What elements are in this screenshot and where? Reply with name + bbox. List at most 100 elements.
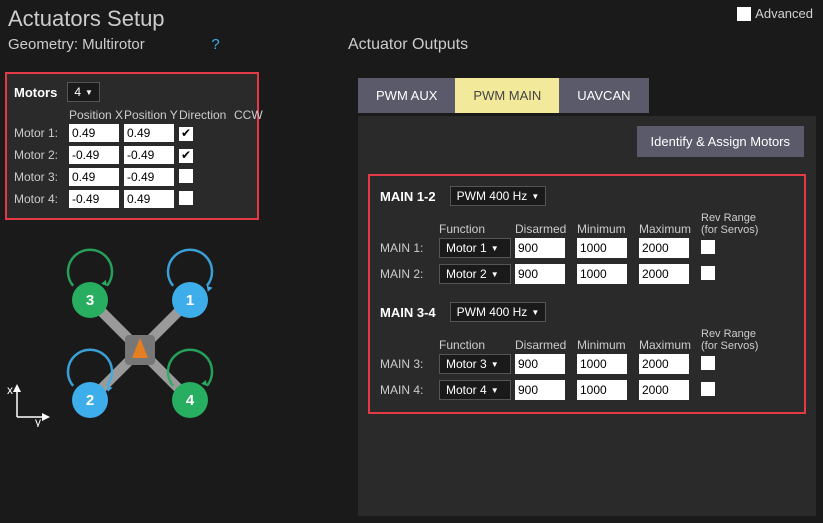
motor-row: Motor 3: <box>14 168 249 186</box>
motor-pos-x-input[interactable] <box>69 168 119 186</box>
advanced-checkbox[interactable] <box>737 7 751 21</box>
motor-ccw-checkbox[interactable] <box>179 149 193 163</box>
motor-pos-x-input[interactable] <box>69 146 119 164</box>
tab-uavcan[interactable]: UAVCAN <box>559 78 648 113</box>
motor-count-dropdown[interactable]: 4 ▼ <box>67 82 100 102</box>
rev-range-checkbox[interactable] <box>701 382 715 396</box>
function-value: Motor 1 <box>446 241 487 255</box>
col-function: Function <box>439 338 511 352</box>
pwm-rate-value: PWM 400 Hz <box>457 189 528 203</box>
output-row: MAIN 2: Motor 2 ▼ <box>380 264 796 284</box>
outputs-panel: Identify & Assign Motors MAIN 1-2 PWM 400… <box>358 116 816 516</box>
motor-label: Motor 4: <box>14 192 69 206</box>
col-direction: Direction <box>179 108 234 122</box>
motor-label: Motor 1: <box>14 126 69 140</box>
maximum-input[interactable] <box>639 354 689 374</box>
chevron-down-icon: ▼ <box>491 386 499 395</box>
chevron-down-icon: ▼ <box>491 270 499 279</box>
output-tabs: PWM AUXPWM MAINUAVCAN <box>358 78 649 113</box>
output-row: MAIN 1: Motor 1 ▼ <box>380 238 796 258</box>
motors-title: Motors <box>14 85 57 100</box>
output-row: MAIN 3: Motor 3▼ <box>380 354 796 374</box>
motor-pos-y-input[interactable] <box>124 146 174 164</box>
col-rev-range: Rev Range (for Servos) <box>701 328 771 352</box>
maximum-input[interactable] <box>639 264 689 284</box>
motor-row: Motor 4: <box>14 190 249 208</box>
motor-pos-x-input[interactable] <box>69 124 119 142</box>
col-ccw: CCW <box>234 108 264 122</box>
col-position-y: Position Y <box>124 108 179 122</box>
col-rev-range: Rev Range (for Servos) <box>701 212 771 236</box>
motor-label: Motor 3: <box>14 170 69 184</box>
group-title: MAIN 1-2 <box>380 189 436 204</box>
output-label: MAIN 4: <box>380 383 435 397</box>
minimum-input[interactable] <box>577 264 627 284</box>
disarmed-input[interactable] <box>515 238 565 258</box>
page-title: Actuators Setup <box>0 0 823 36</box>
tab-pwm-aux[interactable]: PWM AUX <box>358 78 455 113</box>
pwm-rate-dropdown[interactable]: PWM 400 Hz▼ <box>450 186 547 206</box>
col-maximum: Maximum <box>639 222 697 236</box>
maximum-input[interactable] <box>639 238 689 258</box>
col-maximum: Maximum <box>639 338 697 352</box>
rev-range-checkbox[interactable] <box>701 240 715 254</box>
col-disarmed: Disarmed <box>515 222 573 236</box>
svg-text:2: 2 <box>86 392 94 409</box>
svg-text:y: y <box>35 415 41 427</box>
col-function: Function <box>439 222 511 236</box>
minimum-input[interactable] <box>577 380 627 400</box>
col-position-x: Position X <box>69 108 124 122</box>
chevron-down-icon: ▼ <box>491 360 499 369</box>
col-minimum: Minimum <box>577 338 635 352</box>
pwm-rate-dropdown[interactable]: PWM 400 Hz▼ <box>450 302 547 322</box>
motor-diagram: 1234 x y <box>5 240 255 430</box>
chevron-down-icon: ▼ <box>85 88 93 97</box>
help-icon[interactable]: ? <box>211 36 219 53</box>
rev-range-checkbox[interactable] <box>701 266 715 280</box>
motor-pos-y-input[interactable] <box>124 124 174 142</box>
motor-ccw-checkbox[interactable] <box>179 169 193 183</box>
motor-count-value: 4 <box>74 85 81 99</box>
minimum-input[interactable] <box>577 238 627 258</box>
chevron-down-icon: ▼ <box>491 244 499 253</box>
col-minimum: Minimum <box>577 222 635 236</box>
function-value: Motor 2 <box>446 267 487 281</box>
motor-row: Motor 2: <box>14 146 249 164</box>
function-value: Motor 4 <box>446 383 487 397</box>
output-label: MAIN 1: <box>380 241 435 255</box>
geometry-label: Geometry: Multirotor <box>8 36 145 53</box>
function-dropdown[interactable]: Motor 3▼ <box>439 354 511 374</box>
motor-label: Motor 2: <box>14 148 69 162</box>
maximum-input[interactable] <box>639 380 689 400</box>
chevron-down-icon: ▼ <box>531 192 539 201</box>
output-groups: MAIN 1-2PWM 400 Hz▼FunctionDisarmedMinim… <box>368 174 806 414</box>
motor-ccw-checkbox[interactable] <box>179 127 193 141</box>
function-dropdown[interactable]: Motor 4 ▼ <box>439 380 511 400</box>
motor-pos-x-input[interactable] <box>69 190 119 208</box>
motor-row: Motor 1: <box>14 124 249 142</box>
group-title: MAIN 3-4 <box>380 305 436 320</box>
disarmed-input[interactable] <box>515 264 565 284</box>
rev-range-checkbox[interactable] <box>701 356 715 370</box>
chevron-down-icon: ▼ <box>531 308 539 317</box>
advanced-label: Advanced <box>755 6 813 21</box>
identify-assign-button[interactable]: Identify & Assign Motors <box>637 126 804 157</box>
disarmed-input[interactable] <box>515 354 565 374</box>
tab-pwm-main[interactable]: PWM MAIN <box>455 78 559 113</box>
svg-text:4: 4 <box>186 392 195 409</box>
output-label: MAIN 2: <box>380 267 435 281</box>
motors-panel: Motors 4 ▼ Position X Position Y Directi… <box>5 72 259 220</box>
function-dropdown[interactable]: Motor 1 ▼ <box>439 238 511 258</box>
outputs-label: Actuator Outputs <box>348 36 468 54</box>
motor-pos-y-input[interactable] <box>124 168 174 186</box>
pwm-rate-value: PWM 400 Hz <box>457 305 528 319</box>
minimum-input[interactable] <box>577 354 627 374</box>
motor-pos-y-input[interactable] <box>124 190 174 208</box>
output-row: MAIN 4: Motor 4 ▼ <box>380 380 796 400</box>
col-disarmed: Disarmed <box>515 338 573 352</box>
function-dropdown[interactable]: Motor 2 ▼ <box>439 264 511 284</box>
motor-ccw-checkbox[interactable] <box>179 191 193 205</box>
disarmed-input[interactable] <box>515 380 565 400</box>
svg-text:1: 1 <box>186 292 194 309</box>
output-label: MAIN 3: <box>380 357 435 371</box>
